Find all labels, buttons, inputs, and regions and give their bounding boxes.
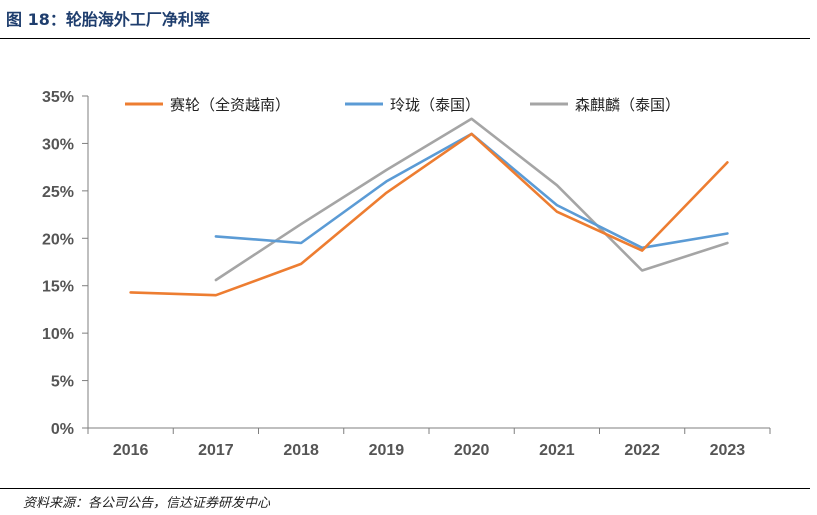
x-tick-label: 2020	[454, 442, 490, 459]
y-tick-label: 5%	[51, 374, 74, 391]
y-tick-label: 10%	[42, 326, 74, 343]
x-tick-label: 2016	[113, 442, 149, 459]
x-tick-label: 2018	[283, 442, 319, 459]
y-tick-label: 20%	[42, 231, 74, 248]
x-tick-label: 2019	[369, 442, 405, 459]
chart-legend: 赛轮（全资越南） 玲珑（泰国） 森麒麟（泰国）	[125, 96, 680, 114]
title-divider	[0, 38, 810, 39]
x-tick-label: 2022	[624, 442, 660, 459]
line-chart: 0% 5% 10% 15% 20% 25% 30% 35% 2016 2017 2018 2019 20…	[42, 89, 771, 459]
y-tick-label: 30%	[42, 136, 74, 153]
figure-title: 图 18：轮胎海外工厂净利率	[6, 10, 210, 29]
x-tick-label: 2017	[198, 442, 234, 459]
y-tick-label: 35%	[42, 89, 74, 106]
legend-label-3: 森麒麟（泰国）	[575, 96, 680, 114]
y-tick-label: 15%	[42, 279, 74, 296]
y-tick-label: 0%	[51, 421, 74, 438]
chart-axes: 0% 5% 10% 15% 20% 25% 30% 35% 2016 2017 2018 2019 20…	[42, 89, 771, 459]
series-layer	[129, 117, 729, 297]
x-tick-label: 2023	[710, 442, 746, 459]
legend-label-2: 玲珑（泰国）	[390, 96, 480, 114]
legend-label-1: 赛轮（全资越南）	[170, 96, 290, 114]
series-line-3	[214, 117, 729, 282]
source-note: 资料来源：各公司公告，信达证券研发中心	[23, 496, 271, 511]
x-tick-label: 2021	[539, 442, 575, 459]
series-line-1	[129, 132, 729, 297]
y-tick-label: 25%	[42, 184, 74, 201]
source-divider	[0, 488, 810, 489]
